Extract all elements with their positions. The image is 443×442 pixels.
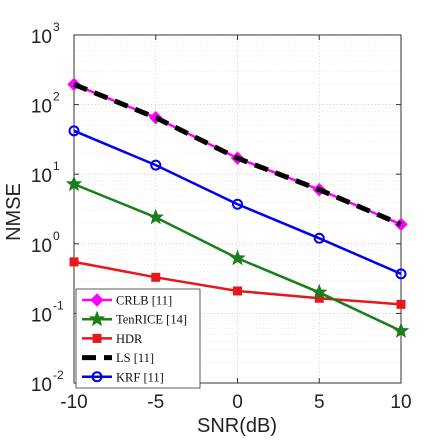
legend-label-ls-11: LS [11] — [116, 351, 154, 365]
data-point-hdr — [397, 300, 405, 308]
data-point-hdr — [234, 287, 242, 295]
y-tick-exponent: -1 — [53, 298, 64, 312]
y-tick-exponent: -2 — [53, 368, 64, 382]
data-point-hdr — [152, 273, 160, 281]
y-tick-exponent: 0 — [53, 229, 60, 243]
legend: CRLB [11] TenRICE [14] HDR LS [11] KRF [11] — [76, 289, 200, 388]
y-tick-exponent: 2 — [53, 90, 60, 104]
legend-label-krf-11: KRF [11] — [116, 370, 164, 384]
y-tick-exponent: 1 — [53, 159, 60, 173]
x-tick-label: -10 — [60, 392, 87, 413]
y-tick-label: 10 — [31, 375, 52, 396]
y-tick-label: 10 — [31, 27, 52, 48]
legend-label-hdr: HDR — [116, 332, 143, 346]
legend-label-crlb-11: CRLB [11] — [116, 294, 172, 308]
legend-label-tenrice-14: TenRICE [14] — [116, 313, 187, 327]
y-tick-label: 10 — [31, 236, 52, 257]
y-tick-label: 10 — [31, 166, 52, 187]
y-tick-label: 10 — [31, 97, 52, 118]
data-point-hdr — [70, 258, 78, 266]
x-tick-label: 5 — [314, 392, 325, 413]
x-axis-label: SNR(dB) — [197, 415, 277, 437]
y-axis-label: NMSE — [3, 183, 25, 241]
x-tick-label: 10 — [390, 392, 411, 413]
y-tick-label: 10 — [31, 305, 52, 326]
x-tick-label: -5 — [147, 392, 164, 413]
legend-marker-hdr — [93, 334, 101, 342]
y-tick-exponent: 3 — [53, 20, 60, 34]
data-point-tenrice-14 — [230, 251, 244, 265]
x-tick-label: 0 — [232, 392, 243, 413]
